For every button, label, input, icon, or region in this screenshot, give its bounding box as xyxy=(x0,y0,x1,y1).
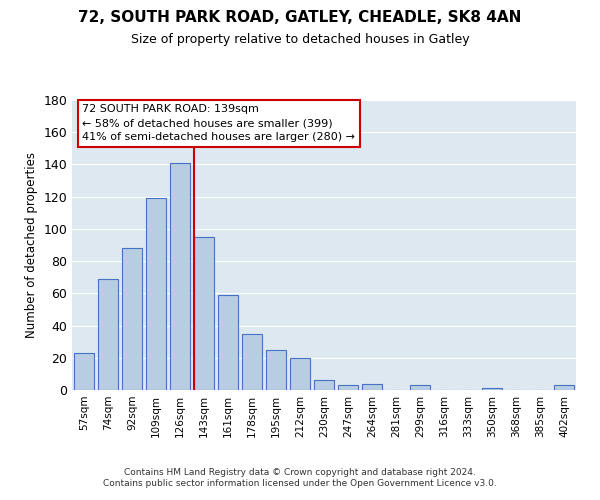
Bar xyxy=(218,295,238,390)
Text: 72 SOUTH PARK ROAD: 139sqm
← 58% of detached houses are smaller (399)
41% of sem: 72 SOUTH PARK ROAD: 139sqm ← 58% of deta… xyxy=(82,104,355,142)
Y-axis label: Number of detached properties: Number of detached properties xyxy=(25,152,38,338)
Bar xyxy=(74,353,94,390)
Text: 72, SOUTH PARK ROAD, GATLEY, CHEADLE, SK8 4AN: 72, SOUTH PARK ROAD, GATLEY, CHEADLE, SK… xyxy=(79,10,521,25)
Bar xyxy=(122,248,142,390)
Bar xyxy=(410,385,430,390)
Bar xyxy=(170,163,190,390)
Bar xyxy=(338,385,358,390)
Bar xyxy=(554,385,574,390)
Bar xyxy=(194,237,214,390)
Bar xyxy=(242,334,262,390)
Bar xyxy=(98,279,118,390)
Bar xyxy=(482,388,502,390)
Bar xyxy=(266,350,286,390)
Bar xyxy=(362,384,382,390)
Text: Size of property relative to detached houses in Gatley: Size of property relative to detached ho… xyxy=(131,32,469,46)
Text: Contains HM Land Registry data © Crown copyright and database right 2024.
Contai: Contains HM Land Registry data © Crown c… xyxy=(103,468,497,487)
Bar xyxy=(314,380,334,390)
Bar xyxy=(290,358,310,390)
Bar xyxy=(146,198,166,390)
